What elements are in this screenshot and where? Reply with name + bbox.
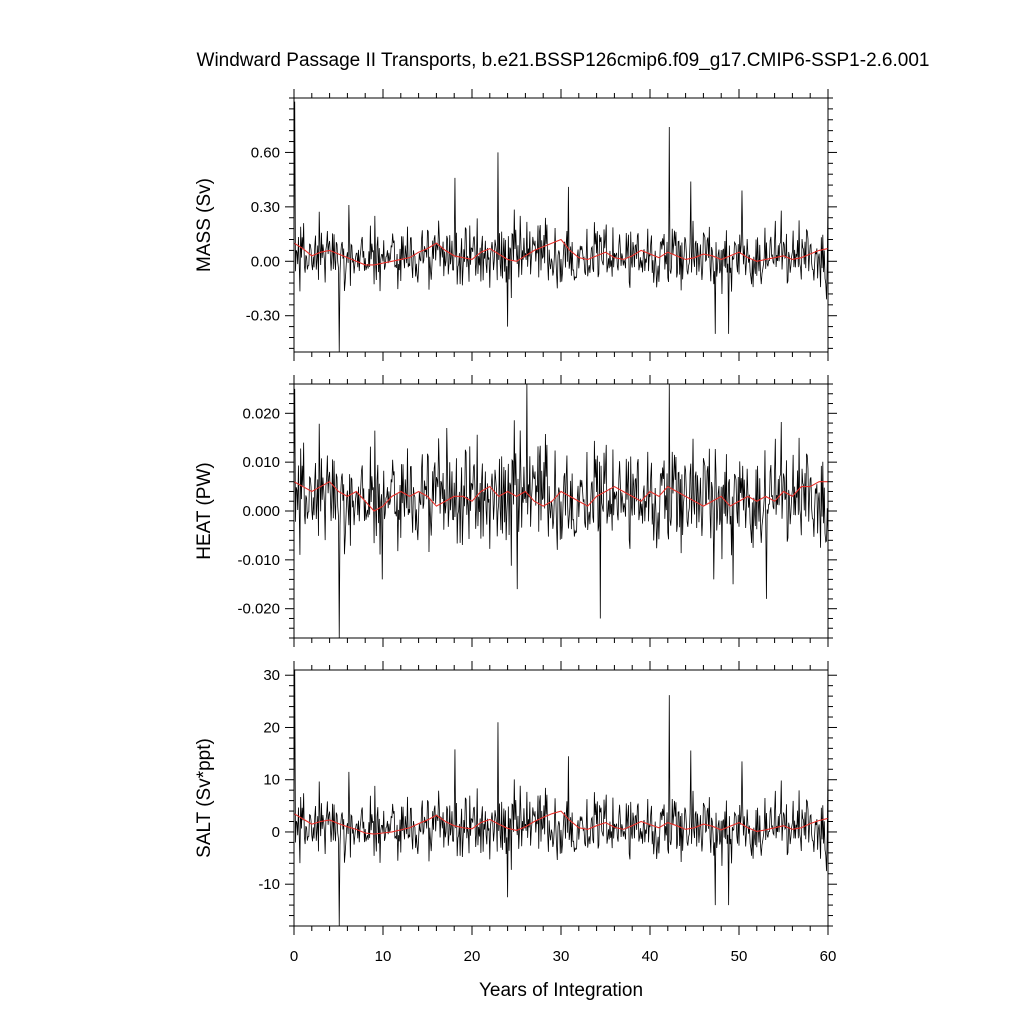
panel-salt: -10 0 10 20 30 SALT (Sv*ppt) 0 10 20 30 40 50 60 [194, 661, 837, 965]
x-axis-label: Years of Integration [479, 980, 643, 1001]
annual-mean-line [294, 480, 828, 512]
y-tick-label: -0.30 [246, 308, 280, 325]
y-axis-label: HEAT (PW) [194, 462, 215, 559]
monthly-series-line [294, 101, 828, 352]
y-tick-label: 0 [272, 824, 280, 841]
x-tick-label: 40 [642, 948, 659, 965]
x-tick-label: 0 [290, 948, 298, 965]
y-tick-label: 0.010 [242, 454, 280, 471]
x-tick-label: 50 [731, 948, 748, 965]
y-tick-label: 0.000 [242, 503, 280, 520]
y-tick-label: -10 [258, 876, 280, 893]
y-tick-label: 30 [263, 667, 280, 684]
plot-frame [293, 97, 829, 353]
y-tick-label: -0.020 [237, 601, 280, 618]
y-tick-label: 20 [263, 719, 280, 736]
y-tick-label: -0.010 [237, 552, 280, 569]
chart-title: Windward Passage II Transports, b.e21.BS… [197, 50, 930, 71]
y-tick-label: 0.60 [251, 144, 280, 161]
x-tick-label: 30 [553, 948, 570, 965]
annual-mean-line [294, 810, 828, 835]
y-tick-label: 0.020 [242, 405, 280, 422]
y-tick-label: 0.30 [251, 199, 280, 216]
panel-heat: -0.020 -0.010 0.000 0.010 0.020 HEAT (PW) [194, 375, 837, 647]
panel-mass: -0.30 0.00 0.30 0.60 MASS (Sv) [194, 89, 837, 361]
x-tick-label: 10 [375, 948, 392, 965]
plot-frame [293, 669, 829, 927]
y-tick-label: 0.00 [251, 253, 280, 270]
annual-mean-line [294, 238, 828, 266]
x-tick-label: 20 [464, 948, 481, 965]
y-axis-label: MASS (Sv) [194, 178, 215, 272]
x-tick-label: 60 [820, 948, 837, 965]
y-tick-label: 10 [263, 772, 280, 789]
monthly-series-line [294, 670, 828, 926]
y-axis-label: SALT (Sv*ppt) [194, 738, 215, 858]
